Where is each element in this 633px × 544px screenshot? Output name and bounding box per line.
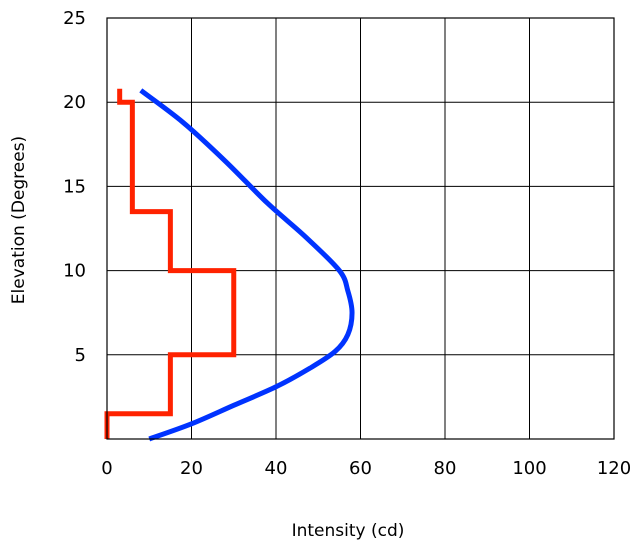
y-tick-label: 25: [63, 8, 86, 29]
plot-frame: [106, 17, 615, 440]
y-tick-label: 10: [63, 261, 86, 282]
x-axis-title: Intensity (cd): [292, 521, 405, 541]
x-tick-label: 80: [434, 458, 457, 479]
y-axis-title: Elevation (Degrees): [9, 136, 29, 304]
gridlines: [107, 18, 614, 439]
y-tick-label: 15: [63, 176, 86, 197]
blue-curve-series-line: [139, 88, 355, 442]
y-tick-labels: 5 10 15 20 25: [63, 8, 86, 366]
y-tick-label: 20: [63, 92, 86, 113]
x-tick-label: 20: [180, 458, 203, 479]
x-tick-label: 100: [512, 458, 546, 479]
red-step-series-line: [104, 88, 237, 439]
y-tick-label: 5: [75, 345, 86, 366]
series-group: [104, 88, 355, 442]
x-tick-label: 120: [597, 458, 631, 479]
x-tick-label: 0: [101, 458, 112, 479]
x-tick-label: 40: [265, 458, 288, 479]
x-tick-labels: 0 20 40 60 80 100 120: [101, 458, 631, 479]
x-tick-label: 60: [349, 458, 372, 479]
